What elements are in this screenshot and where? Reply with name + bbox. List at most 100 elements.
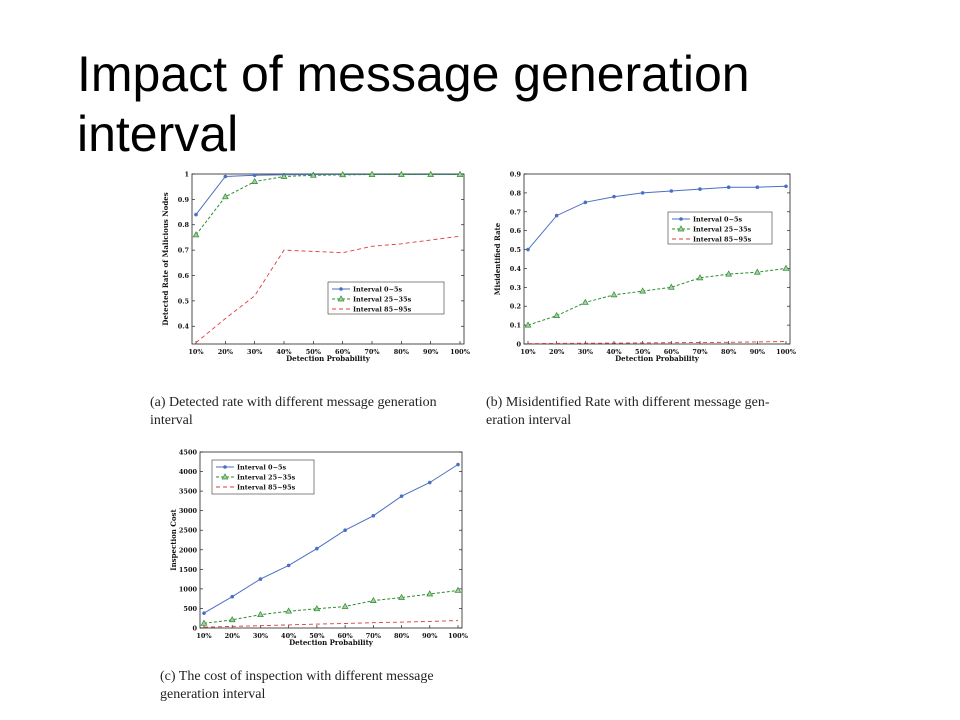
data-point (456, 462, 460, 467)
data-point (309, 171, 317, 178)
legend-marker (339, 287, 343, 291)
slide-title: Impact of message generation interval (77, 44, 937, 164)
x-tick-label: 80% (394, 348, 410, 356)
legend-box (667, 211, 773, 245)
legend-label: Interval 85~95s (693, 236, 752, 244)
data-point (397, 170, 405, 177)
data-point (696, 274, 704, 281)
legend-label: Interval 85~95s (237, 484, 296, 492)
legend-label: Interval 0~5s (353, 286, 403, 294)
plot-frame (523, 173, 791, 345)
series-line (527, 267, 787, 326)
chart-misidentified-rate: 0 0.1 0.2 0.3 0.4 0.5 0.6 0.7 0.8 0.9 10% 20% 30% 40%… (492, 166, 798, 378)
y-tick-label: 3000 (179, 507, 198, 515)
y-tick-label: 2500 (179, 527, 198, 535)
x-tick-label: 20% (549, 348, 565, 356)
data-point (612, 194, 616, 199)
data-point (343, 528, 347, 533)
data-point (251, 177, 259, 184)
series-1 (526, 184, 788, 252)
chart-svg: 0 500 1000 1500 2000 2500 3000 3500 4000 4500 10% 2… (169, 449, 469, 648)
plot-frame (191, 173, 465, 345)
x-tick-label: 10% (520, 348, 536, 356)
data-point (755, 185, 760, 190)
x-axis: 10% 20% 30% 40% 50% 60% 70% 80% 90% 100% (520, 341, 797, 356)
series-line (195, 235, 461, 344)
x-tick-label: 50% (309, 632, 325, 640)
x-tick-label: 40% (606, 348, 622, 356)
data-point (341, 602, 349, 609)
y-tick-label: 0.4 (178, 323, 190, 331)
legend-marker (223, 465, 227, 469)
data-point (399, 494, 404, 498)
data-point (200, 619, 208, 626)
data-point (223, 174, 228, 179)
data-point (640, 191, 645, 195)
x-axis-label: Detection Probability (289, 638, 374, 647)
x-tick-label: 80% (721, 348, 737, 356)
series-3 (527, 341, 787, 345)
data-point (782, 264, 790, 271)
y-axis-label: Detected Rate of Malicious Nodes (161, 192, 170, 325)
series-1 (202, 462, 460, 615)
data-point (667, 283, 675, 290)
y-tick-label: 1 (184, 171, 189, 179)
data-point (313, 605, 321, 612)
x-tick-label: 100% (448, 632, 469, 640)
x-tick-label: 10% (188, 348, 204, 356)
data-point (339, 171, 347, 178)
data-point (583, 200, 588, 205)
legend-label: Interval 0~5s (237, 464, 287, 472)
data-point (427, 480, 432, 485)
y-axis: 0.4 0.5 0.6 0.7 0.8 0.9 1 (178, 171, 464, 331)
y-tick-label: 2000 (179, 546, 198, 554)
data-point (280, 172, 288, 179)
data-point (456, 170, 464, 177)
data-point (725, 270, 733, 277)
x-tick-label: 70% (364, 348, 380, 356)
caption-a-line-1: (a) Detected rate with different message… (150, 395, 437, 410)
x-tick-label: 40% (276, 348, 292, 356)
y-tick-label: 0.6 (178, 272, 190, 280)
y-axis: 0 500 1000 1500 2000 2500 3000 3500 4000 4500 (179, 449, 462, 633)
y-tick-label: 0.4 (510, 265, 522, 273)
x-tick-label: 70% (692, 348, 708, 356)
series-line (195, 174, 460, 236)
chart-svg: 0.4 0.5 0.6 0.7 0.8 0.9 1 10% 20% 30% 40% 50% 60% 70%… (161, 170, 471, 364)
y-tick-label: 0.5 (510, 246, 522, 254)
x-tick-label: 30% (578, 348, 594, 356)
data-point (554, 213, 559, 218)
data-point (228, 616, 236, 623)
x-tick-label: 60% (335, 348, 351, 356)
slide-title-line-2: interval (77, 106, 239, 162)
y-tick-label: 0.8 (510, 189, 522, 197)
data-point (784, 184, 788, 189)
x-tick-label: 20% (218, 348, 234, 356)
x-tick-label: 50% (306, 348, 322, 356)
x-tick-label: 20% (225, 632, 241, 640)
y-tick-label: 0.2 (510, 303, 521, 311)
caption-b: (b) Misidentified Rate with different me… (486, 394, 826, 430)
series-line (203, 620, 459, 628)
y-tick-label: 0 (192, 625, 197, 633)
data-point (369, 596, 377, 603)
legend-label: Interval 85~95s (353, 306, 412, 314)
legend: Interval 0~5s Interval 25~35s Interval 85~… (211, 459, 315, 495)
x-tick-label: 30% (247, 348, 263, 356)
data-point (192, 231, 200, 238)
y-axis-label: Misidentified Rate (493, 222, 502, 295)
data-point (698, 187, 702, 191)
chart-inspection-cost: 0 500 1000 1500 2000 2500 3000 3500 4000 4500 10% 2… (164, 446, 470, 652)
x-tick-label: 60% (664, 348, 680, 356)
y-tick-label: 4500 (179, 449, 198, 457)
data-point (252, 173, 257, 178)
legend: Interval 0~5s Interval 25~35s Interval 85~… (327, 281, 445, 315)
x-tick-label: 40% (281, 632, 297, 640)
y-tick-label: 0.9 (510, 171, 522, 179)
x-axis-label: Detection Probability (286, 354, 371, 363)
series-line (203, 590, 459, 624)
data-point (371, 513, 376, 518)
x-tick-label: 90% (423, 348, 439, 356)
caption-c: (c) The cost of inspection with differen… (160, 668, 500, 704)
data-point (257, 610, 264, 618)
